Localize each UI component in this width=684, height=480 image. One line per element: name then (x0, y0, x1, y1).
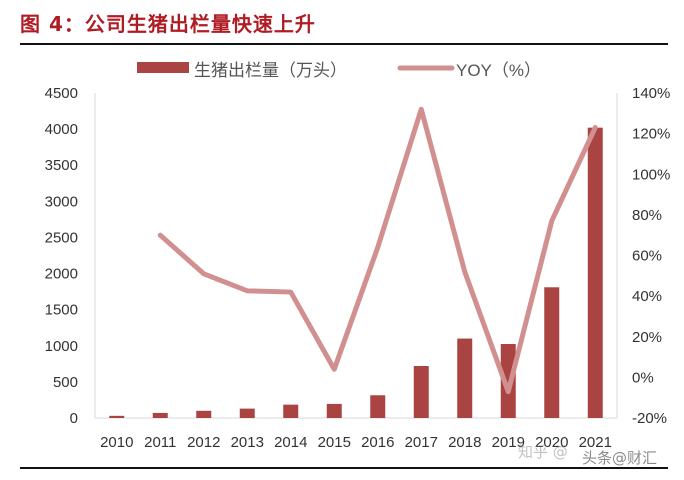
watermark: 知乎 @ (518, 443, 568, 461)
right-tick-label: 80% (632, 207, 662, 224)
left-tick-label: 500 (53, 374, 78, 391)
yoy-line (157, 106, 598, 395)
left-tick-label: 3500 (45, 157, 78, 174)
x-tick-label: 2018 (448, 434, 481, 451)
x-tick-label: 2016 (361, 434, 394, 451)
right-tick-label: 140% (632, 85, 670, 102)
chart-title: 图 4：公司生猪出栏量快速上升 (20, 12, 316, 36)
right-tick-label: 40% (632, 288, 662, 305)
bar (283, 404, 299, 418)
top-rule (20, 43, 668, 45)
x-tick-label: 2011 (144, 434, 176, 451)
right-tick-label: -20% (632, 410, 667, 427)
x-tick-label: 2013 (231, 434, 264, 451)
x-tick-label: 2015 (318, 434, 351, 451)
bar (326, 403, 342, 418)
bar (370, 395, 386, 418)
bar (196, 410, 212, 418)
x-tick-label: 2010 (100, 434, 133, 451)
bar (587, 127, 603, 419)
right-tick-label: 120% (632, 126, 670, 143)
bar (413, 366, 429, 418)
bar (500, 343, 516, 418)
left-tick-label: 4500 (45, 85, 78, 102)
legend-label-bars: 生猪出栏量（万头） (194, 61, 347, 80)
left-tick-label: 1000 (45, 338, 78, 355)
bar (152, 412, 168, 418)
bottom-rule (20, 467, 668, 469)
x-tick-label: 2019 (492, 434, 525, 451)
right-tick-label: 100% (632, 166, 670, 183)
bar (109, 415, 125, 418)
bar (544, 287, 560, 418)
left-tick-label: 3000 (45, 193, 78, 210)
x-tick-label: 2014 (274, 434, 307, 451)
legend-swatch-bars (137, 62, 189, 73)
x-tick-label: 2021 (579, 434, 612, 451)
x-tick-label: 2017 (405, 434, 438, 451)
left-tick-label: 2000 (45, 266, 78, 283)
watermark: 头条@财汇 (582, 449, 658, 467)
left-tick-label: 4000 (45, 121, 78, 138)
left-tick-label: 0 (70, 410, 78, 427)
x-tick-label: 2020 (535, 434, 568, 451)
right-tick-label: 60% (632, 248, 662, 265)
left-tick-label: 1500 (45, 302, 78, 319)
legend-label-line: YOY（%） (456, 61, 541, 80)
x-tick-label: 2012 (187, 434, 220, 451)
right-tick-label: 0% (632, 369, 654, 386)
right-tick-label: 20% (632, 329, 662, 346)
bar (239, 408, 255, 418)
bar (457, 338, 473, 418)
left-tick-label: 2500 (45, 229, 78, 246)
